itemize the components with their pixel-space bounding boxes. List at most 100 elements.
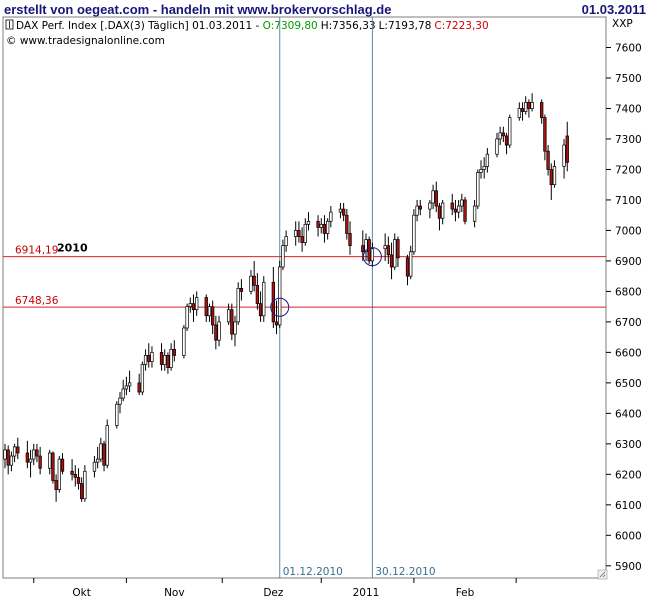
candle <box>73 465 77 487</box>
candle-body <box>99 443 103 460</box>
candle <box>316 215 320 237</box>
candle-body <box>239 288 244 292</box>
candle <box>367 236 371 264</box>
candle <box>102 440 106 472</box>
candle <box>383 233 387 261</box>
candles <box>3 93 569 502</box>
candle-body <box>540 102 544 118</box>
candle-body <box>306 220 311 225</box>
candle <box>140 361 145 396</box>
candle <box>28 449 33 478</box>
candle <box>326 218 330 240</box>
y-tick-label: 6900 <box>615 256 642 268</box>
vertical-date-label: 01.12.2010 <box>283 566 343 578</box>
candle-body <box>508 117 512 146</box>
y-tick-label: 7400 <box>615 103 642 115</box>
candle <box>322 215 327 243</box>
candle <box>549 163 553 200</box>
candle <box>456 199 461 219</box>
candle-body <box>316 220 320 228</box>
candle-body <box>163 355 167 365</box>
candle <box>207 303 212 322</box>
y-tick-label: 6000 <box>615 530 642 542</box>
candle-body <box>428 202 432 210</box>
candle <box>195 291 199 316</box>
candle <box>99 437 103 463</box>
candle <box>540 99 544 124</box>
touch-circle <box>362 247 382 267</box>
candle-body <box>6 449 10 466</box>
candle-body <box>217 321 221 341</box>
candle-body <box>230 309 234 335</box>
chart-header-title: erstellt von oegeat.com - handeln mit ww… <box>4 2 391 17</box>
candle-body <box>182 327 186 356</box>
candle-body <box>552 166 557 186</box>
candle <box>57 456 61 493</box>
candle <box>262 276 266 322</box>
low-value: L:7193,78 <box>379 20 432 32</box>
candle-body <box>35 449 39 457</box>
candle-body <box>562 144 566 167</box>
candle-body <box>479 169 483 173</box>
candle <box>274 300 279 335</box>
candle <box>364 233 368 261</box>
candle <box>508 114 512 149</box>
candle-body <box>121 388 125 399</box>
candle <box>306 212 311 231</box>
candle <box>370 242 375 268</box>
candle-body <box>389 254 394 268</box>
candle-body <box>9 455 14 466</box>
candle <box>520 102 525 121</box>
y-tick-label: 7000 <box>615 225 642 237</box>
y-tick-label: 6800 <box>615 286 642 298</box>
level-label: 6748,36 <box>15 295 59 307</box>
candle-body <box>495 138 499 155</box>
candle-body <box>226 309 231 323</box>
marker-circles <box>270 247 382 317</box>
candle-body <box>166 355 170 368</box>
candle <box>121 379 125 402</box>
candle <box>70 459 74 481</box>
candle <box>341 202 346 222</box>
candle-body <box>76 477 81 484</box>
candle-body <box>195 297 199 311</box>
candle-body <box>236 288 240 323</box>
candle <box>434 181 438 213</box>
candle-body <box>504 135 509 146</box>
candle <box>252 260 256 292</box>
candle <box>389 242 394 280</box>
candle-body <box>159 352 164 365</box>
candle-body <box>463 199 467 222</box>
candle-body <box>322 223 327 234</box>
candle-body <box>546 150 550 170</box>
candle <box>54 474 58 502</box>
candle <box>233 315 237 347</box>
open-value: O:7309,80 <box>263 20 318 32</box>
instrument-info: DAX Perf. Index [.DAX(3) Täglich] 01.03.… <box>5 19 489 47</box>
x-tick-label: Feb <box>456 587 475 599</box>
candle <box>214 315 218 350</box>
candle <box>188 297 192 313</box>
candle <box>338 202 343 219</box>
resize-grip-icon[interactable] <box>597 569 608 580</box>
candle <box>405 254 410 286</box>
y-tick-label: 7300 <box>615 134 642 146</box>
y-tick-label: 6100 <box>615 500 642 512</box>
candle-body <box>140 364 145 393</box>
candle <box>345 209 349 240</box>
candle <box>517 102 521 121</box>
candle-body <box>95 458 100 463</box>
candle <box>329 206 333 228</box>
candle-body <box>441 202 445 219</box>
candle <box>501 126 506 143</box>
candle <box>48 449 52 475</box>
candle-body <box>409 251 413 277</box>
candle <box>25 440 30 469</box>
candle <box>386 236 391 264</box>
candle-body <box>210 306 215 326</box>
close-value: C:7223,30 <box>434 20 488 32</box>
candle <box>163 349 167 371</box>
x-tick-label: Dez <box>263 587 284 599</box>
svg-text:DAX Perf. Index [.DAX(3) Tägl: DAX Perf. Index [.DAX(3) Täglich] 01.03.… <box>16 20 489 32</box>
candle-body <box>143 355 148 365</box>
